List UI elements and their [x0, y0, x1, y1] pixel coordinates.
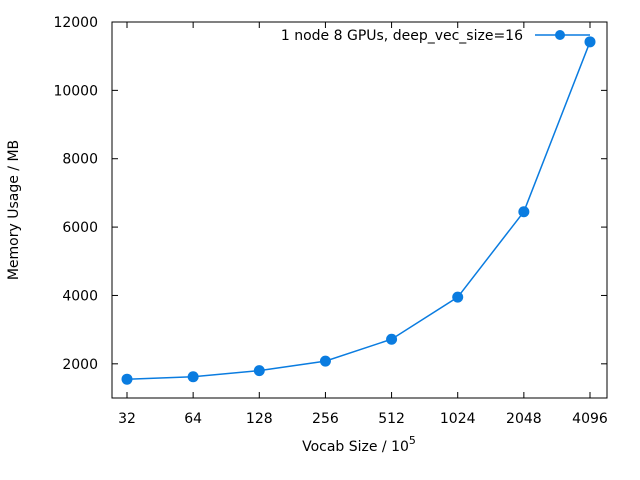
data-point: [386, 333, 398, 345]
x-tick-label: 512: [378, 411, 405, 427]
plot-frame: [111, 21, 608, 399]
y-tick-label: 2000: [62, 357, 98, 373]
series-layer: [121, 36, 596, 385]
y-tick-label: 12000: [53, 15, 98, 31]
y-tick-label: 10000: [53, 83, 98, 99]
y-tick-label: 4000: [62, 288, 98, 304]
data-point: [121, 373, 133, 385]
data-point: [187, 371, 199, 383]
x-tick-label: 32: [118, 411, 136, 427]
x-axis-title: Vocab Size / 105: [302, 434, 416, 455]
x-tick-label: 1024: [440, 411, 476, 427]
y-axis: 2000 4000 6000 8000 10000 12000: [53, 15, 607, 373]
data-point: [452, 291, 464, 303]
x-tick-label: 64: [184, 411, 202, 427]
legend: 1 node 8 GPUs, deep_vec_size=16: [281, 28, 590, 44]
x-tick-label: 4096: [572, 411, 608, 427]
data-point: [319, 355, 331, 367]
legend-marker-sample: [555, 30, 565, 40]
series-line: [126, 41, 591, 380]
y-tick-label: 8000: [62, 152, 98, 168]
x-tick-label: 256: [312, 411, 339, 427]
data-point: [518, 206, 530, 218]
x-tick-label: 128: [246, 411, 273, 427]
legend-label: 1 node 8 GPUs, deep_vec_size=16: [281, 28, 523, 44]
y-axis-title: Memory Usage / MB: [6, 140, 22, 280]
x-tick-label: 2048: [506, 411, 542, 427]
data-point: [253, 365, 265, 377]
x-axis: 32 64 128 256 512 1024 2048 4096: [118, 22, 608, 427]
y-tick-label: 6000: [62, 220, 98, 236]
x-axis-title-base: Vocab Size / 10: [302, 439, 409, 455]
x-axis-title-exponent: 5: [409, 434, 416, 447]
data-point: [584, 36, 596, 48]
